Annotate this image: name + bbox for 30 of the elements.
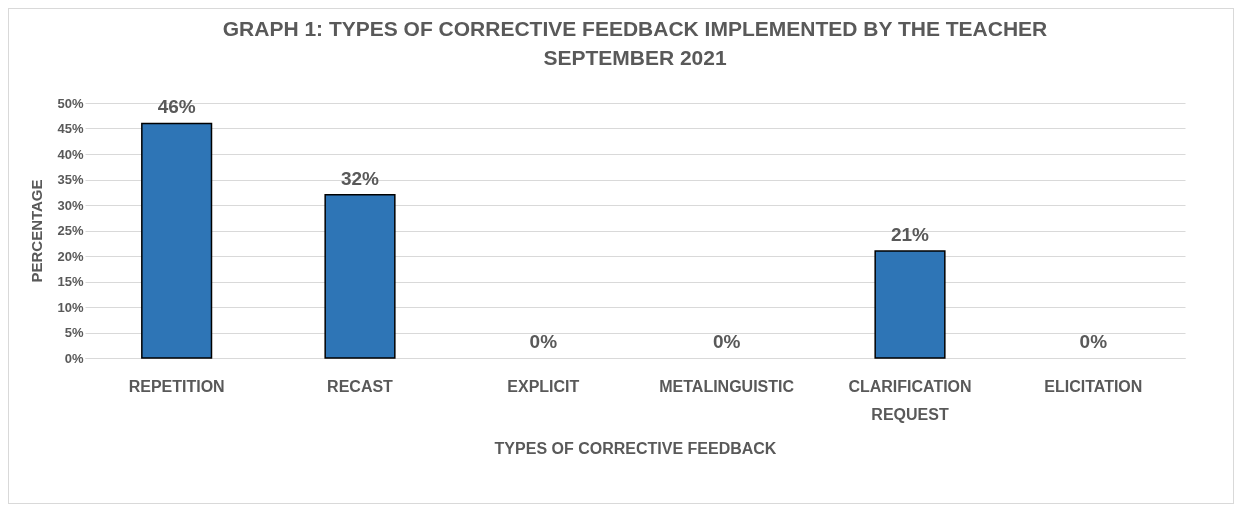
data-label: 21% — [890, 223, 930, 245]
data-label: 0% — [1079, 331, 1108, 352]
bar — [324, 194, 396, 359]
y-tick-label: 5% — [64, 325, 84, 340]
x-tick-label: CLARIFICATION REQUEST — [848, 377, 972, 423]
x-tick-label: METALINGUISTIC — [659, 377, 795, 395]
y-tick-label: 30% — [57, 197, 84, 213]
y-tick-label: 0% — [64, 350, 84, 366]
x-tick-label: EXPLICIT — [507, 377, 580, 395]
bar — [874, 250, 946, 359]
y-tick-label: 50% — [57, 95, 84, 111]
y-tick-label: 10% — [57, 299, 84, 315]
chart-title: GRAPH 1: TYPES OF CORRECTIVE FEEDBACK IMPLEMENTED BY THE TEACHER — [222, 17, 1048, 40]
chart-subtitle: SEPTEMBER 2021 — [543, 46, 727, 69]
x-axis-title: TYPES OF CORRECTIVE FEEDBACK — [494, 439, 777, 457]
x-tick-label: ELICITATION — [1044, 377, 1143, 395]
data-label: 46% — [157, 96, 196, 118]
y-tick-label: 40% — [57, 146, 84, 162]
data-label: 32% — [340, 167, 380, 189]
data-label: 0% — [712, 331, 741, 352]
y-tick-label: 25% — [57, 223, 84, 238]
x-tick-label: RECAST — [327, 377, 394, 395]
bar — [141, 122, 213, 359]
x-tick-label: REPETITION — [128, 377, 225, 395]
y-tick-label: 35% — [57, 172, 84, 187]
y-tick-label: 15% — [57, 274, 84, 289]
y-tick-label: 20% — [57, 248, 84, 264]
y-axis-title: PERCENTAGE — [28, 179, 46, 283]
data-label: 0% — [529, 331, 558, 352]
y-tick-label: 45% — [57, 121, 84, 136]
